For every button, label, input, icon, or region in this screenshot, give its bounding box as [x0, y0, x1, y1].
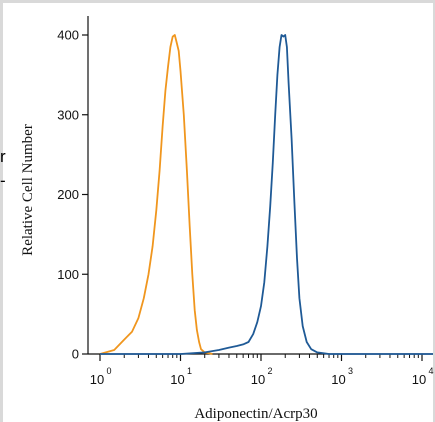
y-tick-label: 300 [57, 107, 79, 122]
y-tick-label: 100 [57, 267, 79, 282]
x-tick-label: 10 [331, 372, 345, 387]
histogram-series-1-line [100, 35, 213, 354]
x-tick-exponent: 0 [106, 366, 111, 376]
x-tick-exponent: 1 [187, 366, 192, 376]
y-axis-title: Relative Cell Number [20, 124, 36, 256]
y-tick-label: 400 [57, 28, 79, 43]
x-tick-exponent: 3 [348, 366, 353, 376]
y-tick-label: 200 [57, 187, 79, 202]
x-tick-label: 10 [412, 372, 426, 387]
y-tick-label: 0 [72, 347, 79, 362]
x-tick-label: 10 [90, 372, 104, 387]
curves-group [100, 35, 433, 354]
x-tick-exponent: 4 [428, 366, 433, 376]
x-tick-label: 10 [251, 372, 265, 387]
histogram-series-2-line [100, 35, 433, 354]
x-tick-label: 10 [170, 372, 184, 387]
x-tick-exponent: 2 [267, 366, 272, 376]
x-axis-title: Adiponectin/Acrp30 [194, 406, 317, 422]
